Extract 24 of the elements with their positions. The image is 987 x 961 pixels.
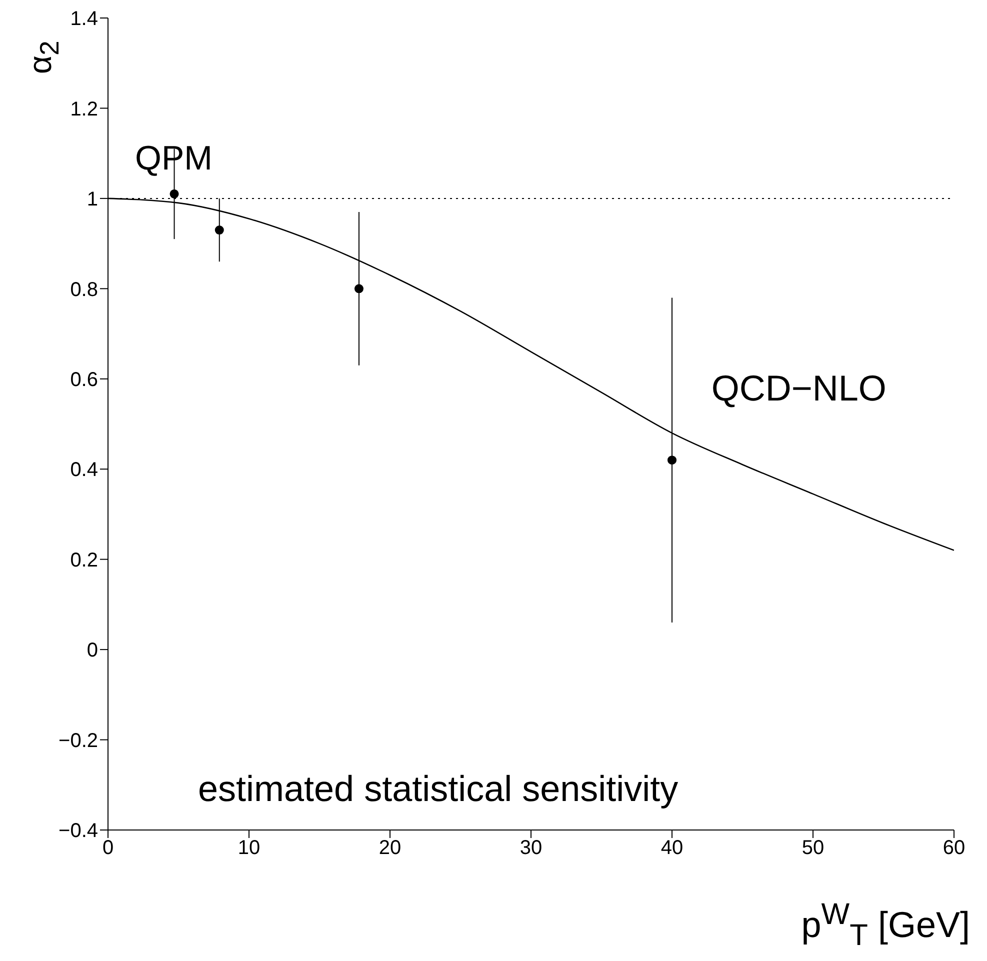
y-tick-label: 0.4 xyxy=(70,459,98,482)
y-tick-label: 0.2 xyxy=(70,549,98,572)
point xyxy=(170,189,179,198)
series-label: QCD−NLO xyxy=(711,368,886,409)
y-tick-label: 1 xyxy=(86,188,98,211)
x-tick-label: 20 xyxy=(378,837,402,860)
point xyxy=(354,284,364,294)
y-tick-label: −0.2 xyxy=(58,730,98,752)
y-tick-label: 0.6 xyxy=(70,368,98,391)
x-axis-title: p$^{W}$$_{T}$ [GeV] xyxy=(801,898,970,954)
x-tick-label: 30 xyxy=(520,837,542,860)
x-tick-label: 60 xyxy=(942,837,966,860)
x-tick-label: 50 xyxy=(802,837,824,860)
annotation: estimated statistical sensitivity xyxy=(198,768,678,810)
x-tick-label: 0 xyxy=(102,837,114,860)
y-tick-label: 0.8 xyxy=(70,278,98,301)
y-tick-label: 0 xyxy=(86,640,98,662)
point xyxy=(667,456,677,465)
y-tick-label: −0.4 xyxy=(58,820,98,842)
y-tick-label: 1.4 xyxy=(70,8,98,30)
point xyxy=(214,226,224,235)
x-tick-label: 40 xyxy=(660,837,684,860)
x-tick-label: 10 xyxy=(238,837,260,860)
y-tick-label: 1.2 xyxy=(70,98,98,120)
